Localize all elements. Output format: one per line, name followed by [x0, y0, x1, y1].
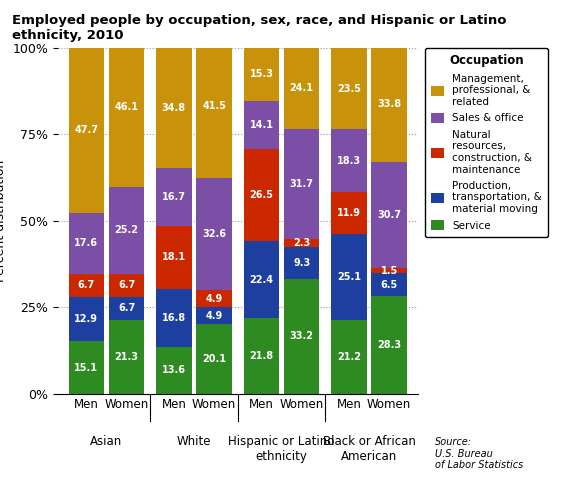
Text: 14.1: 14.1	[249, 120, 273, 130]
Bar	[197, 34, 232, 178]
Text: 41.5: 41.5	[202, 101, 226, 111]
Bar	[244, 149, 279, 241]
Bar	[68, 297, 104, 341]
Bar	[371, 273, 407, 296]
Legend: Management,
professional, &
related, Sales & office, Natural
resources,
construc: Management, professional, & related, Sal…	[425, 48, 548, 237]
Text: 16.8: 16.8	[162, 312, 186, 323]
Text: 4.9: 4.9	[205, 294, 223, 304]
Text: 11.9: 11.9	[337, 208, 361, 218]
Bar	[284, 279, 320, 394]
Bar	[156, 168, 191, 226]
Text: Asian: Asian	[90, 435, 122, 448]
Text: 31.7: 31.7	[289, 179, 314, 189]
Bar	[109, 187, 144, 274]
Bar	[156, 288, 191, 347]
Bar	[331, 320, 367, 394]
Text: Hispanic or Latino
ethnicity: Hispanic or Latino ethnicity	[229, 435, 335, 463]
Text: 6.7: 6.7	[118, 280, 135, 290]
Text: Employed people by occupation, sex, race, and Hispanic or Latino ethnicity, 2010: Employed people by occupation, sex, race…	[12, 14, 506, 42]
Text: 33.8: 33.8	[377, 99, 401, 108]
Text: 20.1: 20.1	[202, 354, 226, 364]
Bar	[284, 129, 320, 239]
Text: 1.5: 1.5	[380, 266, 398, 276]
Bar	[331, 192, 367, 234]
Text: 21.8: 21.8	[249, 351, 274, 361]
Text: 22.4: 22.4	[249, 275, 273, 285]
Text: 6.7: 6.7	[118, 303, 135, 313]
Text: 4.9: 4.9	[205, 311, 223, 321]
Bar	[371, 162, 407, 268]
Text: 9.3: 9.3	[293, 258, 310, 268]
Text: 46.1: 46.1	[115, 102, 139, 112]
Text: 32.6: 32.6	[202, 229, 226, 239]
Text: 25.2: 25.2	[115, 225, 139, 235]
Bar	[284, 46, 320, 129]
Text: White: White	[177, 435, 211, 448]
Text: 24.1: 24.1	[289, 83, 314, 93]
Text: 34.8: 34.8	[162, 103, 186, 113]
Text: 23.5: 23.5	[337, 84, 361, 94]
Bar	[156, 226, 191, 288]
Text: 47.7: 47.7	[74, 125, 99, 135]
Bar	[109, 27, 144, 187]
Text: 6.7: 6.7	[78, 280, 95, 290]
Text: 15.1: 15.1	[74, 362, 99, 372]
Bar	[68, 213, 104, 274]
Bar	[244, 48, 279, 100]
Bar	[331, 234, 367, 320]
Text: 21.2: 21.2	[337, 352, 361, 362]
Text: 15.3: 15.3	[249, 69, 273, 79]
Text: 18.1: 18.1	[162, 252, 186, 262]
Bar	[331, 129, 367, 192]
Bar	[371, 268, 407, 273]
Bar	[371, 296, 407, 394]
Text: 25.1: 25.1	[337, 272, 361, 282]
Bar	[244, 100, 279, 149]
Text: 33.2: 33.2	[289, 331, 314, 341]
Bar	[68, 341, 104, 394]
Bar	[244, 318, 279, 394]
Text: 16.7: 16.7	[162, 192, 186, 202]
Bar	[284, 247, 320, 279]
Bar	[284, 239, 320, 247]
Bar	[197, 178, 232, 290]
Bar	[244, 241, 279, 318]
Bar	[109, 297, 144, 320]
Text: 28.3: 28.3	[377, 340, 401, 350]
Text: Source:
U.S. Bureau
of Labor Statistics: Source: U.S. Bureau of Labor Statistics	[435, 437, 523, 470]
Text: 12.9: 12.9	[74, 314, 99, 324]
Bar	[68, 274, 104, 297]
Bar	[68, 48, 104, 213]
Bar	[156, 347, 191, 394]
Bar	[197, 324, 232, 394]
Bar	[371, 45, 407, 162]
Bar	[197, 307, 232, 324]
Text: 17.6: 17.6	[74, 238, 99, 248]
Text: 6.5: 6.5	[380, 279, 398, 289]
Text: 13.6: 13.6	[162, 365, 186, 375]
Bar	[331, 48, 367, 129]
Bar	[109, 320, 144, 394]
Text: 30.7: 30.7	[377, 210, 401, 220]
Y-axis label: Percent distribution: Percent distribution	[0, 160, 7, 282]
Bar	[197, 290, 232, 307]
Text: 21.3: 21.3	[115, 352, 139, 362]
Text: Black or African
American: Black or African American	[322, 435, 415, 463]
Bar	[156, 48, 191, 168]
Bar	[109, 274, 144, 297]
Text: 2.3: 2.3	[293, 238, 310, 248]
Text: 26.5: 26.5	[249, 190, 273, 200]
Text: 18.3: 18.3	[337, 156, 361, 166]
